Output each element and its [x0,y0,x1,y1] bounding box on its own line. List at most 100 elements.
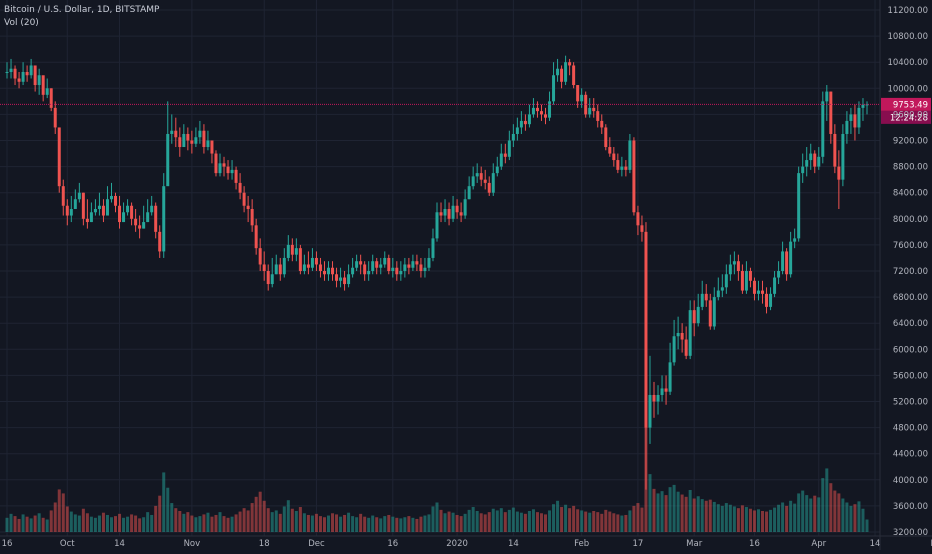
date-tick-label: Dec [308,539,325,549]
candle-body [544,114,548,118]
candle-body [262,264,266,271]
volume-bar [118,513,122,532]
volume-bar [769,509,773,532]
candle-body [118,205,122,223]
volume-bar [37,513,41,532]
candle-body [861,104,865,108]
candle-body [114,195,118,206]
volume-bar [475,511,479,532]
volume-bar [744,507,748,532]
volume-bar [214,514,218,532]
candle-body [186,133,190,141]
candle-body [447,209,451,219]
candle-body [785,251,789,275]
candle-body [552,75,556,102]
volume-bar [580,510,584,532]
volume-bar [451,512,455,532]
volume-bar [660,491,664,532]
volume-bar [463,513,467,532]
volume-bar [552,504,556,532]
candle-body [664,388,668,392]
candle-body [708,300,712,327]
candle-body [33,65,37,86]
price-tick-label: 6000.00 [893,345,928,355]
candle-body [515,127,519,134]
volume-bar [535,512,539,532]
candle-body [483,179,487,183]
candle-body [17,78,21,82]
volume-bar [282,506,286,532]
candle-body [668,362,672,392]
price-tick-label: 8000.00 [893,215,928,225]
candle-body [511,133,515,141]
price-tick-label: 10400.00 [887,58,928,68]
candle-body [809,153,813,161]
volume-bar [387,514,391,532]
volume-bar [242,508,246,532]
candle-body [335,274,339,281]
volume-bar [238,511,242,532]
candle-body [620,166,624,170]
candle-body [712,297,716,327]
candle-body [286,244,290,258]
volume-bar [5,517,9,532]
volume-bar [383,516,387,532]
volume-bar [664,495,668,532]
volume-bar [596,512,600,532]
volume-bar [194,517,198,532]
candle-body [652,394,656,402]
candle-body [568,62,572,66]
volume-bar [865,519,869,532]
candle-body [789,241,793,275]
candle-body [154,205,158,232]
candle-body [150,205,154,213]
candle-body [560,68,564,82]
candle-body [539,111,543,115]
candle-body [756,290,760,294]
volume-bar [65,506,69,532]
candle-body [845,120,849,134]
candle-body [716,290,720,298]
volume-bar [286,500,290,532]
candle-body [399,271,403,275]
candle-body [700,293,704,307]
date-tick-label: Mar [686,539,703,549]
candle-body [740,271,744,291]
candle-body [660,388,664,395]
volume-bar [612,513,616,532]
date-tick-label: 16 [749,539,760,549]
volume-bar [25,516,29,532]
volume-bar [519,512,523,532]
volume-bar [122,517,126,532]
volume-bar [351,516,355,532]
volume-bar [186,512,190,532]
volume-bar [439,509,443,532]
volume-bar [13,516,17,532]
volume-bar [114,516,118,532]
candle-body [302,264,306,271]
candle-body [628,140,632,170]
candle-body [274,264,278,275]
volume-bar [178,511,182,532]
candle-body [166,133,170,187]
volume-bar [306,514,310,532]
volume-bar [234,514,238,532]
candle-body [841,133,845,180]
volume-bar [495,510,499,532]
volume-bar [218,512,222,532]
volume-bar [142,517,146,532]
candle-body [769,293,773,307]
volume-bar [756,509,760,532]
candle-body [736,261,740,271]
volume-bar [298,507,302,532]
volume-bar [202,514,206,532]
candle-body [234,169,238,183]
volume-bar [632,505,636,532]
volume-bar [564,504,568,532]
volume-bar [652,488,656,532]
volume-bar [230,516,234,532]
candle-body [290,244,294,255]
volume-bar [339,516,343,532]
